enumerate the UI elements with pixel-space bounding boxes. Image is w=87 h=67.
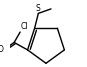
Text: Cl: Cl [21,22,28,31]
Text: S: S [36,4,40,13]
Text: O: O [0,45,3,54]
